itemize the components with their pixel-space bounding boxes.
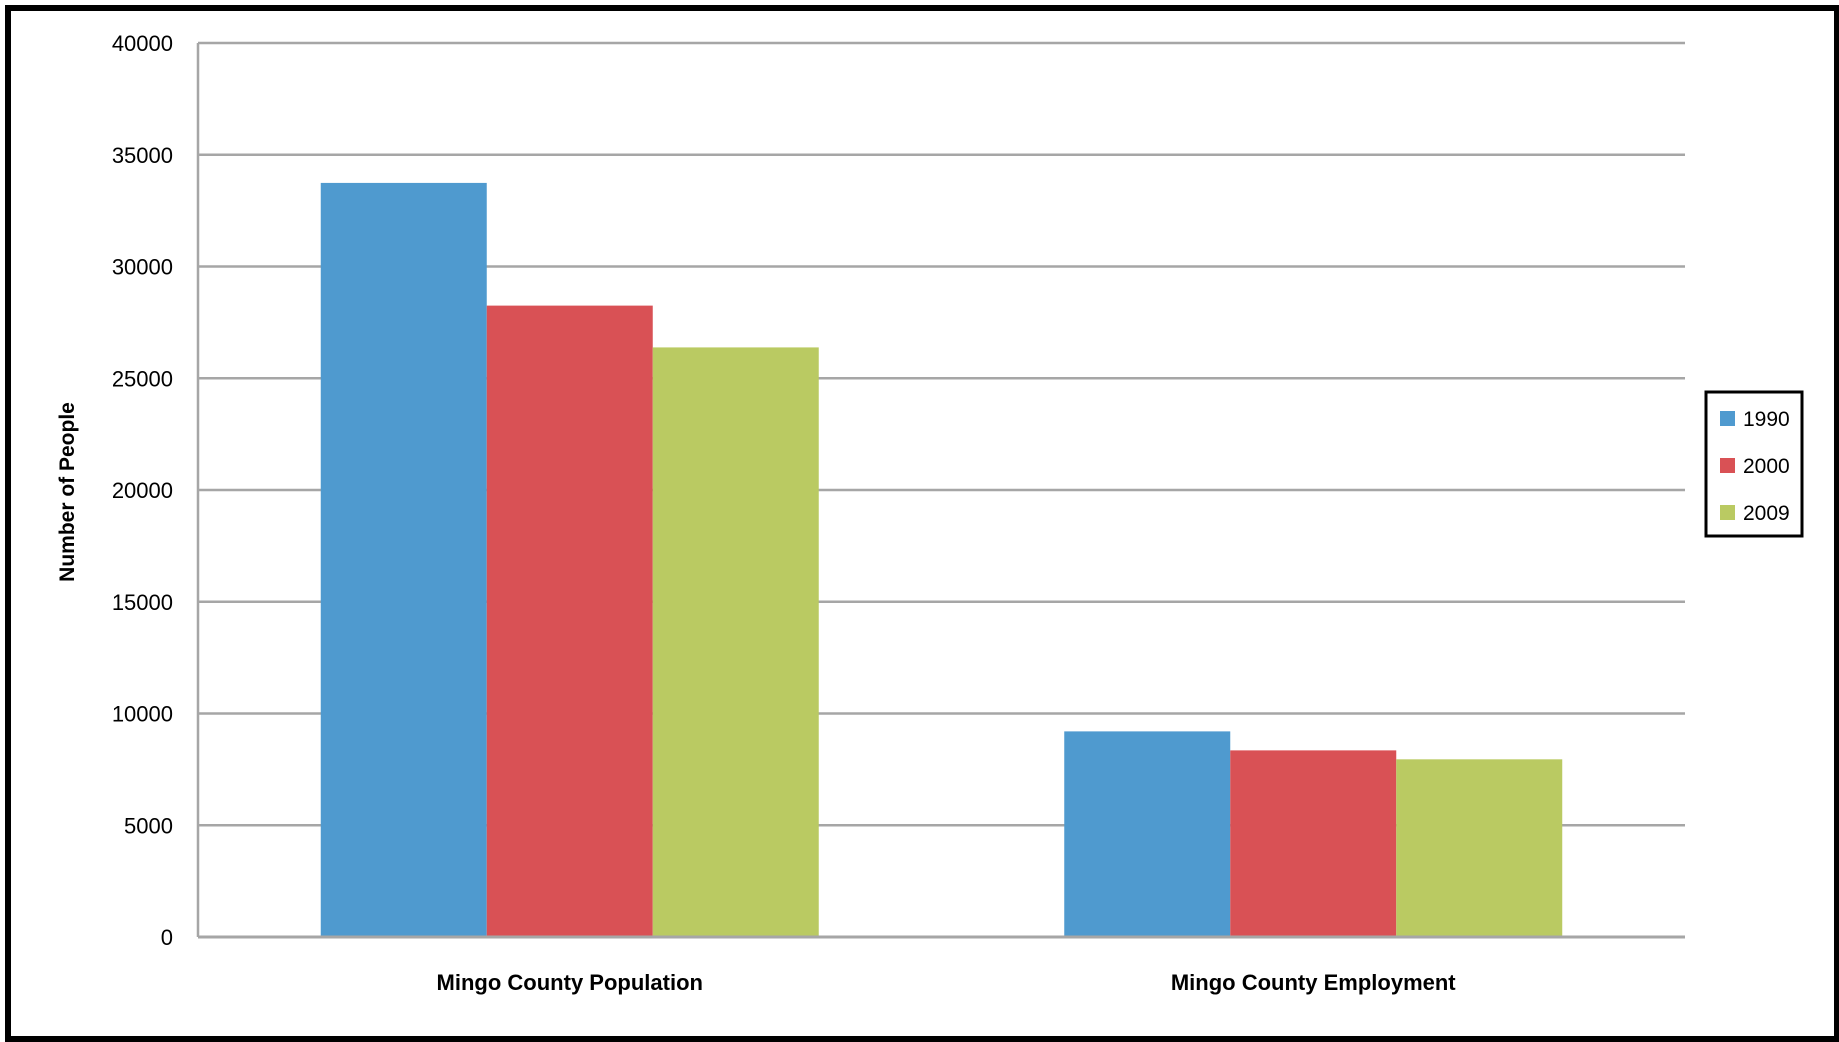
legend-label: 2000 bbox=[1743, 455, 1790, 478]
bar-2000-population bbox=[486, 305, 653, 937]
y-tick-label: 35000 bbox=[112, 143, 173, 168]
y-tick-label: 25000 bbox=[112, 366, 173, 391]
y-axis-tick-labels: 0 5000 10000 15000 20000 25000 30000 35000 40000 bbox=[112, 31, 173, 950]
y-tick-label: 15000 bbox=[112, 590, 173, 615]
legend-label: 1990 bbox=[1743, 408, 1790, 431]
bar-2009-population bbox=[652, 347, 819, 938]
bar-1990-population bbox=[320, 182, 487, 937]
legend-label: 2009 bbox=[1743, 502, 1790, 525]
y-tick-label: 0 bbox=[161, 925, 173, 950]
bar-2009-employment bbox=[1396, 759, 1563, 937]
bar-1990-employment bbox=[1064, 731, 1231, 937]
legend-swatch-2009 bbox=[1720, 505, 1735, 520]
x-axis-category-labels: Mingo County Population Mingo County Empl… bbox=[437, 970, 1457, 995]
y-tick-label: 10000 bbox=[112, 702, 173, 727]
y-axis-title: Number of People bbox=[56, 402, 79, 582]
legend-swatch-2000 bbox=[1720, 458, 1735, 473]
legend: 1990 2000 2009 bbox=[1704, 390, 1804, 538]
y-tick-label: 20000 bbox=[112, 478, 173, 503]
bar-2000-employment bbox=[1230, 750, 1397, 937]
axes bbox=[196, 43, 1685, 939]
bar-marks bbox=[320, 182, 1563, 938]
x-category-label: Mingo County Population bbox=[437, 970, 703, 995]
y-tick-label: 5000 bbox=[124, 813, 173, 838]
y-tick-label: 40000 bbox=[112, 31, 173, 56]
x-category-label: Mingo County Employment bbox=[1171, 970, 1456, 995]
y-tick-label: 30000 bbox=[112, 255, 173, 280]
legend-swatch-1990 bbox=[1720, 411, 1735, 426]
